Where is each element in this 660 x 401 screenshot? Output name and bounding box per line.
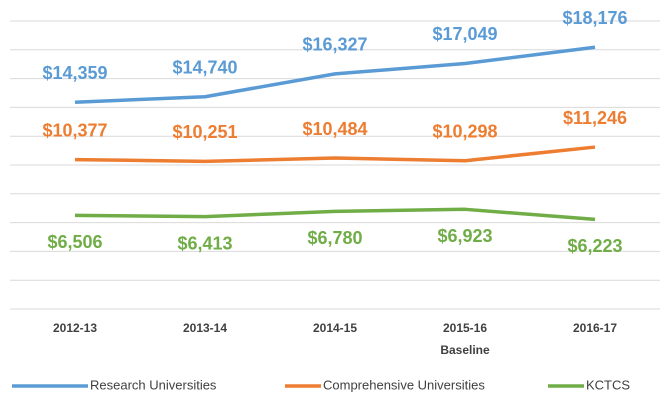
- data-label: $10,251: [172, 122, 237, 142]
- data-label: $6,923: [437, 226, 492, 246]
- data-label: $10,298: [432, 121, 497, 141]
- x-tick-label: 2012-13: [53, 321, 97, 335]
- baseline-label: Baseline: [440, 343, 490, 357]
- legend-label: Comprehensive Universities: [323, 377, 485, 392]
- data-label: $11,246: [563, 108, 627, 128]
- data-label: $14,359: [42, 63, 107, 83]
- series-line: [74, 45, 596, 104]
- data-label: $10,484: [302, 119, 367, 139]
- data-label: $6,413: [177, 233, 232, 253]
- x-tick-label: 2016-17: [573, 321, 617, 335]
- data-label: $18,176: [562, 8, 627, 28]
- data-label: $16,327: [302, 35, 367, 55]
- legend-label: KCTCS: [586, 377, 630, 392]
- data-label: $10,377: [42, 120, 107, 140]
- data-label: $6,223: [567, 236, 622, 256]
- data-label: $6,506: [47, 232, 102, 252]
- data-label: $14,740: [172, 57, 237, 77]
- legend-label: Research Universities: [90, 377, 217, 392]
- series-line: [74, 207, 596, 222]
- x-tick-label: 2013-14: [183, 321, 227, 335]
- data-label: $6,780: [307, 228, 362, 248]
- x-tick-label: 2015-16: [443, 321, 487, 335]
- series-line: [74, 145, 596, 164]
- x-tick-label: 2014-15: [313, 321, 357, 335]
- data-label: $17,049: [432, 24, 497, 44]
